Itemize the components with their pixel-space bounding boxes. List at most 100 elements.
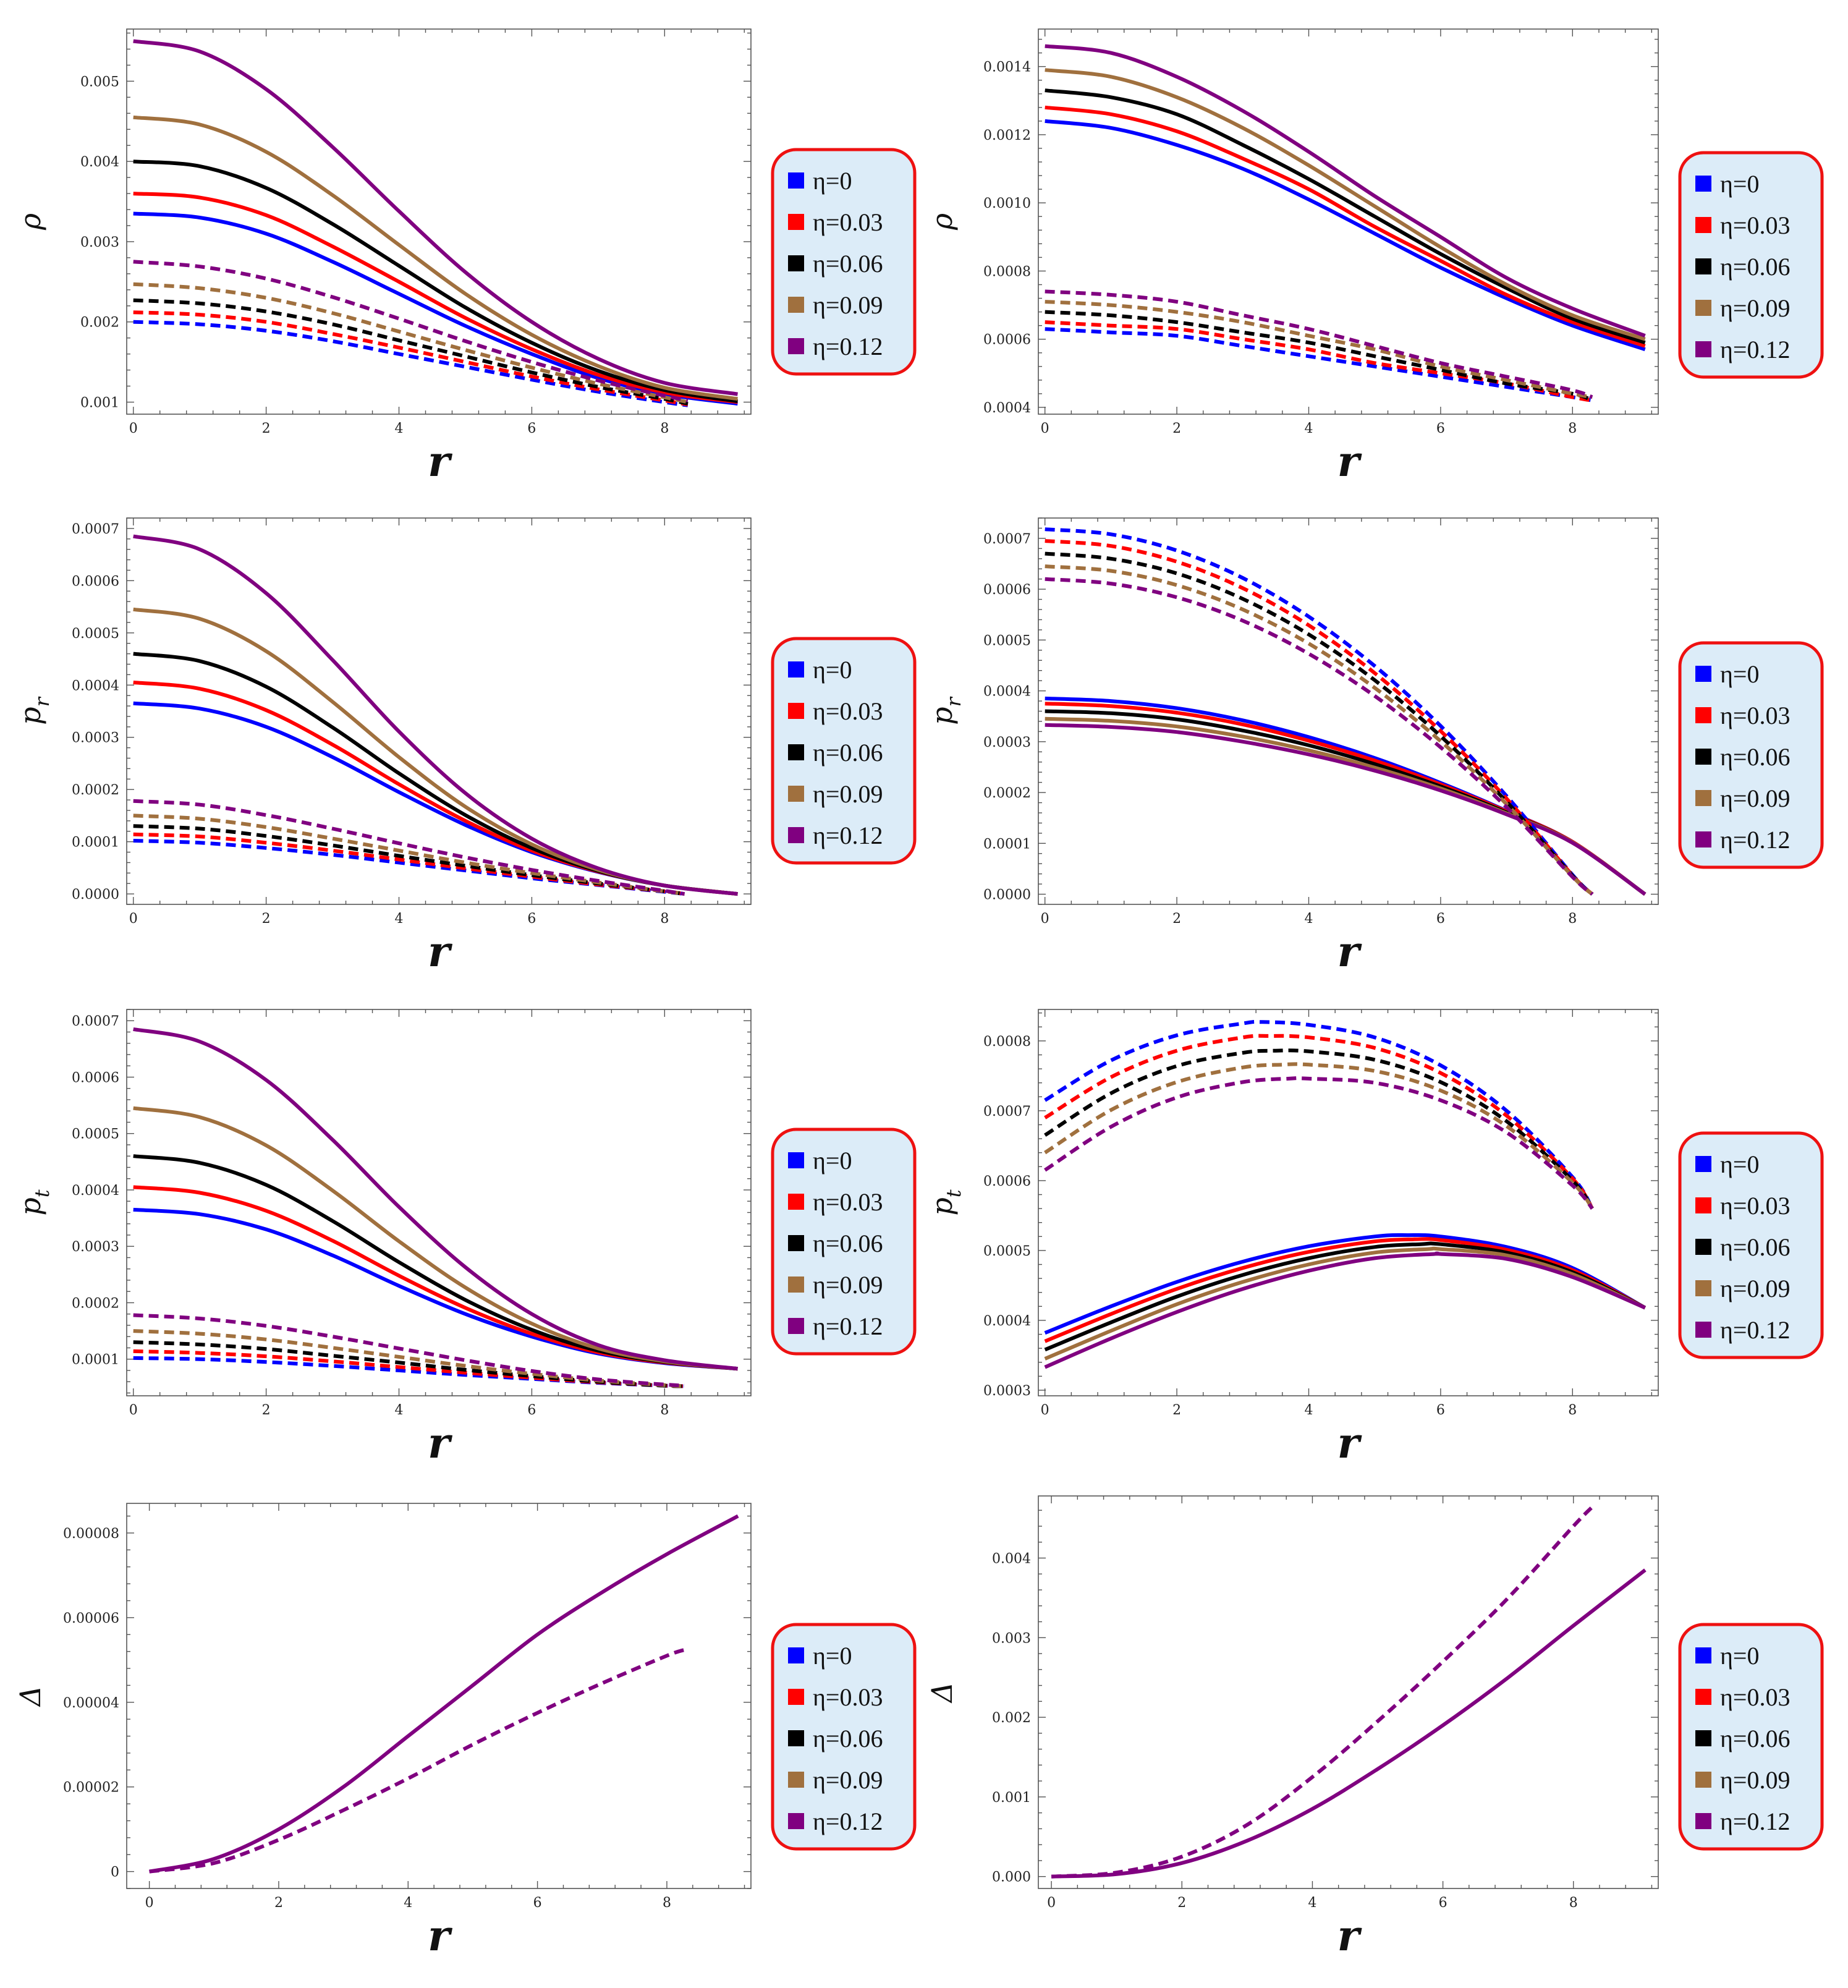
legend: η=0 η=0.03 η=0.06 η=0.09 η=0.12 [1678, 1623, 1824, 1851]
x-tick-label: 2 [262, 1403, 271, 1418]
plot-frame [1038, 517, 1659, 905]
series-line--0-dashed [1045, 527, 1594, 896]
series-line--0-09-dashed [1045, 300, 1593, 399]
series-line--0-09-dashed [1044, 1062, 1594, 1210]
plot-frame [126, 1009, 752, 1396]
legend: η=0 η=0.03 η=0.06 η=0.09 η=0.12 [1678, 641, 1824, 869]
series-line--0-09-solid [133, 1106, 738, 1371]
legend-label: η=0.03 [1720, 211, 1790, 239]
series-line--0-12-dashed [1045, 577, 1594, 896]
legend: η=0 η=0.03 η=0.06 η=0.09 η=0.12 [1678, 1131, 1824, 1359]
legend-box [771, 1623, 917, 1851]
y-tick-label: 0.00008 [63, 1526, 119, 1542]
panel-rho-left: 0 2 4 6 8 0.001 0.002 0.003 0.004 0.005 ρ r η=0 η=0.0… [14, 28, 917, 486]
legend-label: η=0.12 [1720, 1316, 1790, 1344]
legend-label: η=0.09 [1720, 784, 1790, 812]
legend-box [1678, 641, 1824, 869]
legend-label: η=0.06 [1720, 743, 1790, 771]
x-tick-label: 4 [395, 911, 404, 927]
y-tick-label: 0.0007 [983, 1104, 1031, 1119]
x-tick-label: 6 [527, 911, 536, 927]
x-tick-label: 8 [660, 421, 669, 436]
legend-label: η=0 [813, 1642, 852, 1670]
series-line--0-solid [1044, 1233, 1647, 1335]
series-line--0-12-solid [1051, 1568, 1647, 1879]
y-tick-label: 0.004 [80, 155, 119, 170]
legend-swatch [1695, 300, 1711, 316]
y-tick-label: 0.00006 [63, 1611, 119, 1626]
y-tick-label: 0 [111, 1865, 119, 1880]
series-line--0-12-dashed [1044, 1076, 1594, 1210]
series-line--0-12-dashed [149, 1647, 687, 1874]
x-tick-label: 8 [663, 1895, 671, 1911]
legend-label: η=0.12 [1720, 336, 1790, 363]
legend-label: η=0 [1720, 1150, 1759, 1178]
legend-label: η=0.03 [813, 697, 883, 725]
plot-frame [126, 517, 752, 905]
y-tick-label: 0.0005 [983, 1244, 1031, 1259]
panel-delta-right: 0 2 4 6 8 0.000 0.001 0.002 0.003 0.004 Δr η=0 η=0.0… [925, 1495, 1824, 1961]
x-tick-label: 2 [274, 1895, 283, 1911]
plot-frame [1038, 1495, 1659, 1889]
x-tick-label: 2 [1177, 1895, 1186, 1911]
legend-swatch [1695, 1689, 1711, 1705]
series-line--0-09-solid [133, 115, 738, 401]
series-line--0-solid [133, 1207, 738, 1371]
x-tick-label: 4 [395, 421, 404, 436]
x-tick-label: 0 [1041, 911, 1049, 927]
x-tick-label: 0 [1041, 1403, 1049, 1418]
x-tick-label: 4 [395, 1403, 404, 1418]
legend: η=0 η=0.03 η=0.06 η=0.09 η=0.12 [771, 637, 917, 865]
legend-label: η=0.12 [813, 333, 883, 360]
y-tick-label: 0.0001 [72, 1353, 119, 1368]
legend-box [1678, 151, 1824, 379]
y-tick-label: 0.00002 [63, 1780, 119, 1796]
series-group [1045, 527, 1647, 896]
legend-swatch [1695, 1239, 1711, 1255]
y-axis-label: pt [925, 1189, 965, 1215]
legend-swatch [1695, 176, 1711, 192]
legend-swatch [788, 255, 804, 271]
series-line--0-06-solid [133, 1154, 738, 1371]
series-group [149, 1514, 739, 1874]
x-tick-label: 8 [1568, 1403, 1577, 1418]
plot-frame [1038, 28, 1659, 415]
legend-swatch [1695, 1197, 1711, 1213]
x-tick-label: 4 [404, 1895, 412, 1911]
y-tick-label: 0.00004 [63, 1696, 119, 1711]
series-line--0-09-dashed [133, 282, 689, 404]
y-tick-label: 0.0005 [72, 1127, 119, 1142]
x-axis-label: r [1337, 1419, 1362, 1468]
series-line--0-12-dashed [133, 799, 685, 896]
series-group [133, 39, 738, 407]
legend-swatch [788, 661, 804, 678]
y-tick-label: 0.004 [992, 1551, 1031, 1566]
y-tick-label: 0.001 [992, 1790, 1031, 1806]
legend-swatch [1695, 749, 1711, 765]
y-axis-label: Δ [14, 1686, 47, 1707]
series-line--0-03-dashed [133, 310, 689, 407]
series-line--0-dashed [133, 320, 689, 407]
y-tick-label: 0.0008 [983, 264, 1031, 279]
panel-pt-left: 0 2 4 6 8 0.0001 0.0002 0.0003 0.0004 0.0005 0.000… [14, 1009, 917, 1468]
legend-swatch [1695, 831, 1711, 847]
y-tick-label: 0.0006 [72, 574, 119, 589]
y-axis-label-subscript: t [942, 1189, 965, 1197]
x-tick-label: 0 [1047, 1895, 1056, 1911]
series-line--0-12-solid [1044, 1251, 1646, 1369]
legend-label: η=0.03 [813, 208, 883, 236]
legend-label: η=0.12 [813, 822, 883, 849]
x-tick-label: 6 [527, 1403, 536, 1418]
series-line--0-12-dashed [133, 260, 689, 402]
legend-box [771, 148, 917, 376]
series-line--0-09-dashed [133, 1329, 685, 1388]
legend-swatch [788, 172, 804, 189]
legend-box [1678, 1623, 1824, 1851]
plot-frame [1038, 1009, 1659, 1396]
x-tick-label: 0 [145, 1895, 154, 1911]
series-line--0-12-solid [133, 1027, 738, 1371]
legend-swatch [788, 703, 804, 719]
x-tick-label: 6 [1439, 1895, 1447, 1911]
series-line--0-06-solid [1045, 88, 1646, 345]
